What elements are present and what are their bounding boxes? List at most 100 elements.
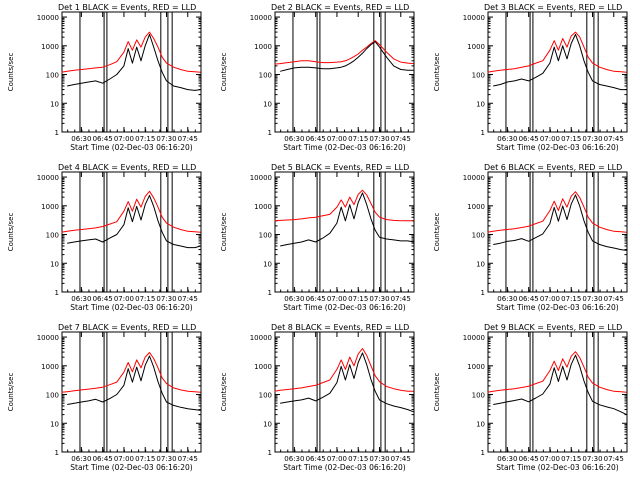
y-tick-label: 1000 xyxy=(467,43,485,51)
y-tick-label: 10 xyxy=(263,260,272,268)
x-tick-label: 07:00 xyxy=(540,135,560,143)
x-tick-label: 07:45 xyxy=(391,135,411,143)
plot-frame xyxy=(487,11,628,133)
series-line-events xyxy=(493,354,627,416)
y-tick-label: 100 xyxy=(46,72,59,80)
x-tick-label: 07:00 xyxy=(114,295,134,303)
detector-panel-3: Det 3 BLACK = Events, RED = LLD 1 10 100 100… xyxy=(433,3,628,152)
x-tick-label: 07:15 xyxy=(348,135,368,143)
x-tick-label: 07:00 xyxy=(327,455,347,463)
y-tick-label: 10 xyxy=(50,260,59,268)
y-tick-label: 10000 xyxy=(37,14,59,22)
y-tick-label: 1000 xyxy=(254,43,272,51)
x-tick-label: 07:30 xyxy=(369,295,389,303)
y-axis-label: Counts/sec xyxy=(433,373,441,412)
x-tick-label: 06:30 xyxy=(284,135,304,143)
series-line-events xyxy=(280,192,414,247)
x-tick-label: 06:30 xyxy=(497,295,517,303)
plot-frame xyxy=(274,11,415,133)
y-tick-label: 10 xyxy=(50,420,59,428)
series-line-events xyxy=(67,33,201,91)
series-line-lld xyxy=(487,191,627,233)
panel-title: Det 8 BLACK = Events, RED = LLD xyxy=(271,323,409,332)
plot-frame xyxy=(487,331,628,453)
y-tick-label: 100 xyxy=(259,232,272,240)
y-axis-label: Counts/sec xyxy=(220,53,228,92)
x-tick-label: 06:30 xyxy=(71,295,91,303)
x-tick-label: 07:30 xyxy=(156,295,176,303)
x-tick-label: 07:00 xyxy=(540,455,560,463)
x-tick-label: 07:30 xyxy=(582,295,602,303)
x-tick-label: 06:45 xyxy=(93,455,113,463)
y-tick-label: 10 xyxy=(476,420,485,428)
x-axis-label: Start Time (02-Dec-03 06:16:20) xyxy=(70,303,192,312)
detector-panel-2: Det 2 BLACK = Events, RED = LLD 1 10 100 100… xyxy=(220,3,415,152)
y-tick-label: 1 xyxy=(55,129,59,137)
x-tick-label: 07:15 xyxy=(561,135,581,143)
panel-title: Det 6 BLACK = Events, RED = LLD xyxy=(484,163,622,172)
y-tick-label: 10 xyxy=(50,100,59,108)
series-line-events xyxy=(493,33,627,91)
y-tick-label: 1 xyxy=(481,289,485,297)
series-line-events xyxy=(67,194,201,249)
y-tick-label: 10 xyxy=(263,420,272,428)
y-axis-label: Counts/sec xyxy=(220,373,228,412)
x-axis-label: Start Time (02-Dec-03 06:16:20) xyxy=(283,143,405,152)
series-line-events xyxy=(280,41,414,72)
x-tick-label: 06:30 xyxy=(71,135,91,143)
y-tick-label: 1000 xyxy=(254,203,272,211)
panel-title: Det 4 BLACK = Events, RED = LLD xyxy=(58,163,196,172)
y-tick-label: 1000 xyxy=(467,203,485,211)
y-tick-label: 100 xyxy=(472,392,485,400)
detector-panel-8: Det 8 BLACK = Events, RED = LLD 1 10 100 100… xyxy=(220,323,415,472)
detector-panel-5: Det 5 BLACK = Events, RED = LLD 1 10 100 100… xyxy=(220,163,415,312)
x-tick-label: 07:30 xyxy=(369,455,389,463)
x-tick-label: 06:45 xyxy=(306,135,326,143)
y-tick-label: 1 xyxy=(268,449,272,457)
x-tick-label: 07:45 xyxy=(178,135,198,143)
x-axis-label: Start Time (02-Dec-03 06:16:20) xyxy=(496,143,618,152)
x-tick-label: 06:30 xyxy=(71,455,91,463)
detector-panel-1: Det 1 BLACK = Events, RED = LLD 1 10 100 100… xyxy=(7,3,202,152)
y-tick-label: 10000 xyxy=(463,14,485,22)
y-tick-label: 1000 xyxy=(467,363,485,371)
x-tick-label: 07:45 xyxy=(604,455,624,463)
x-tick-label: 07:15 xyxy=(561,295,581,303)
x-tick-label: 07:45 xyxy=(604,135,624,143)
x-tick-label: 07:45 xyxy=(178,295,198,303)
detector-panel-4: Det 4 BLACK = Events, RED = LLD 1 10 100 100… xyxy=(7,163,202,312)
y-tick-label: 1000 xyxy=(41,363,59,371)
x-tick-label: 07:15 xyxy=(135,455,155,463)
x-tick-label: 06:45 xyxy=(306,455,326,463)
y-axis-label: Counts/sec xyxy=(433,53,441,92)
y-tick-label: 10 xyxy=(263,100,272,108)
x-axis-label: Start Time (02-Dec-03 06:16:20) xyxy=(70,143,192,152)
y-tick-label: 10000 xyxy=(463,174,485,182)
x-axis-label: Start Time (02-Dec-03 06:16:20) xyxy=(496,303,618,312)
x-tick-label: 07:00 xyxy=(327,135,347,143)
y-tick-label: 1 xyxy=(481,449,485,457)
x-tick-label: 06:30 xyxy=(284,295,304,303)
detector-panel-6: Det 6 BLACK = Events, RED = LLD 1 10 100 100… xyxy=(433,163,628,312)
panel-title: Det 5 BLACK = Events, RED = LLD xyxy=(271,163,409,172)
series-line-lld xyxy=(61,190,201,233)
x-tick-label: 07:00 xyxy=(114,135,134,143)
x-tick-label: 07:30 xyxy=(156,455,176,463)
x-tick-label: 07:30 xyxy=(156,135,176,143)
y-tick-label: 100 xyxy=(46,392,59,400)
x-axis-label: Start Time (02-Dec-03 06:16:20) xyxy=(283,303,405,312)
panel-title: Det 3 BLACK = Events, RED = LLD xyxy=(484,3,622,12)
x-tick-label: 07:15 xyxy=(348,455,368,463)
x-tick-label: 06:30 xyxy=(284,455,304,463)
series-line-lld xyxy=(61,352,201,393)
y-tick-label: 100 xyxy=(46,232,59,240)
y-tick-label: 10 xyxy=(476,260,485,268)
series-line-lld xyxy=(487,351,627,393)
y-tick-label: 1 xyxy=(55,449,59,457)
detector-panel-9: Det 9 BLACK = Events, RED = LLD 1 10 100 100… xyxy=(433,323,628,472)
plot-frame xyxy=(274,171,415,293)
x-tick-label: 07:00 xyxy=(327,295,347,303)
x-tick-label: 06:30 xyxy=(497,455,517,463)
